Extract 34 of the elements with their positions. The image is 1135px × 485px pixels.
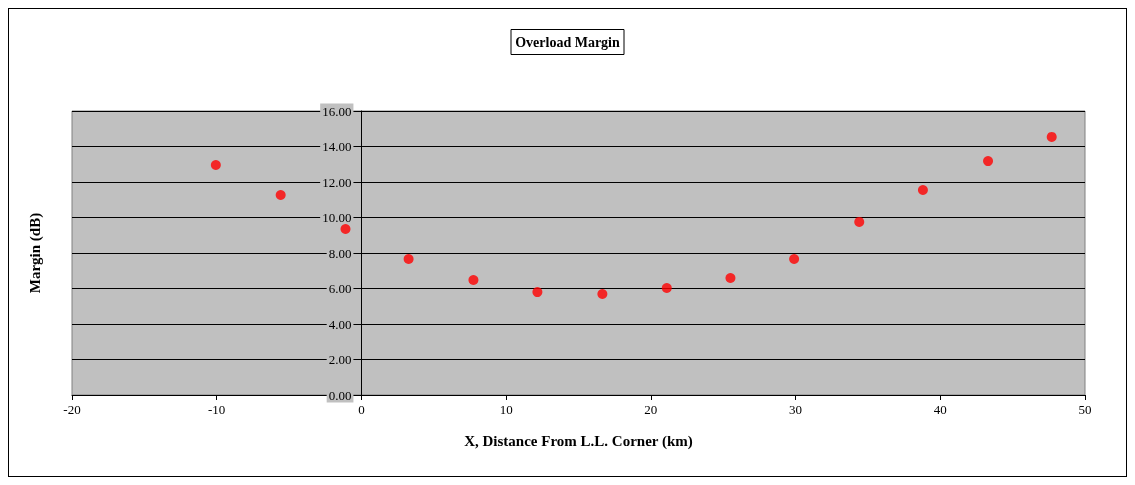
y-axis-title: Margin (dB) bbox=[26, 212, 44, 294]
point bbox=[210, 159, 221, 170]
y-tick-label: 16.00 bbox=[322, 103, 352, 119]
x-tick-label: -10 bbox=[208, 402, 226, 417]
point bbox=[275, 189, 286, 200]
x-tick-label: 10 bbox=[499, 402, 513, 417]
point bbox=[597, 289, 608, 299]
point bbox=[725, 273, 736, 284]
point bbox=[854, 216, 865, 227]
y-tick-label: 2.00 bbox=[328, 352, 352, 367]
point bbox=[468, 274, 479, 285]
chart-title: Overload Margin bbox=[515, 34, 621, 50]
point bbox=[789, 254, 800, 265]
x-axis-title: X, Distance From L.L. Corner (km) bbox=[464, 432, 693, 450]
x-tick-label: 50 bbox=[1078, 402, 1092, 417]
y-tick-label: 0.00 bbox=[328, 387, 352, 403]
x-tick-label: 20 bbox=[644, 402, 658, 417]
point bbox=[1046, 131, 1057, 142]
point bbox=[983, 156, 994, 167]
y-tick-label: 10.00 bbox=[322, 210, 352, 225]
x-tick-label: 0 bbox=[358, 402, 365, 417]
x-tick-label: 30 bbox=[789, 402, 803, 417]
x-tick-label: -20 bbox=[63, 402, 81, 417]
y-tick-label: 8.00 bbox=[328, 245, 352, 261]
y-tick-label: 4.00 bbox=[328, 316, 352, 332]
point bbox=[917, 184, 928, 195]
point bbox=[532, 287, 543, 298]
y-tick-label: 14.00 bbox=[322, 139, 352, 154]
x-tick-label: 40 bbox=[933, 402, 947, 417]
y-tick-label: 6.00 bbox=[328, 281, 352, 296]
point bbox=[340, 224, 351, 235]
point bbox=[403, 254, 414, 265]
point bbox=[661, 282, 672, 293]
y-tick-label: 12.00 bbox=[322, 174, 352, 190]
